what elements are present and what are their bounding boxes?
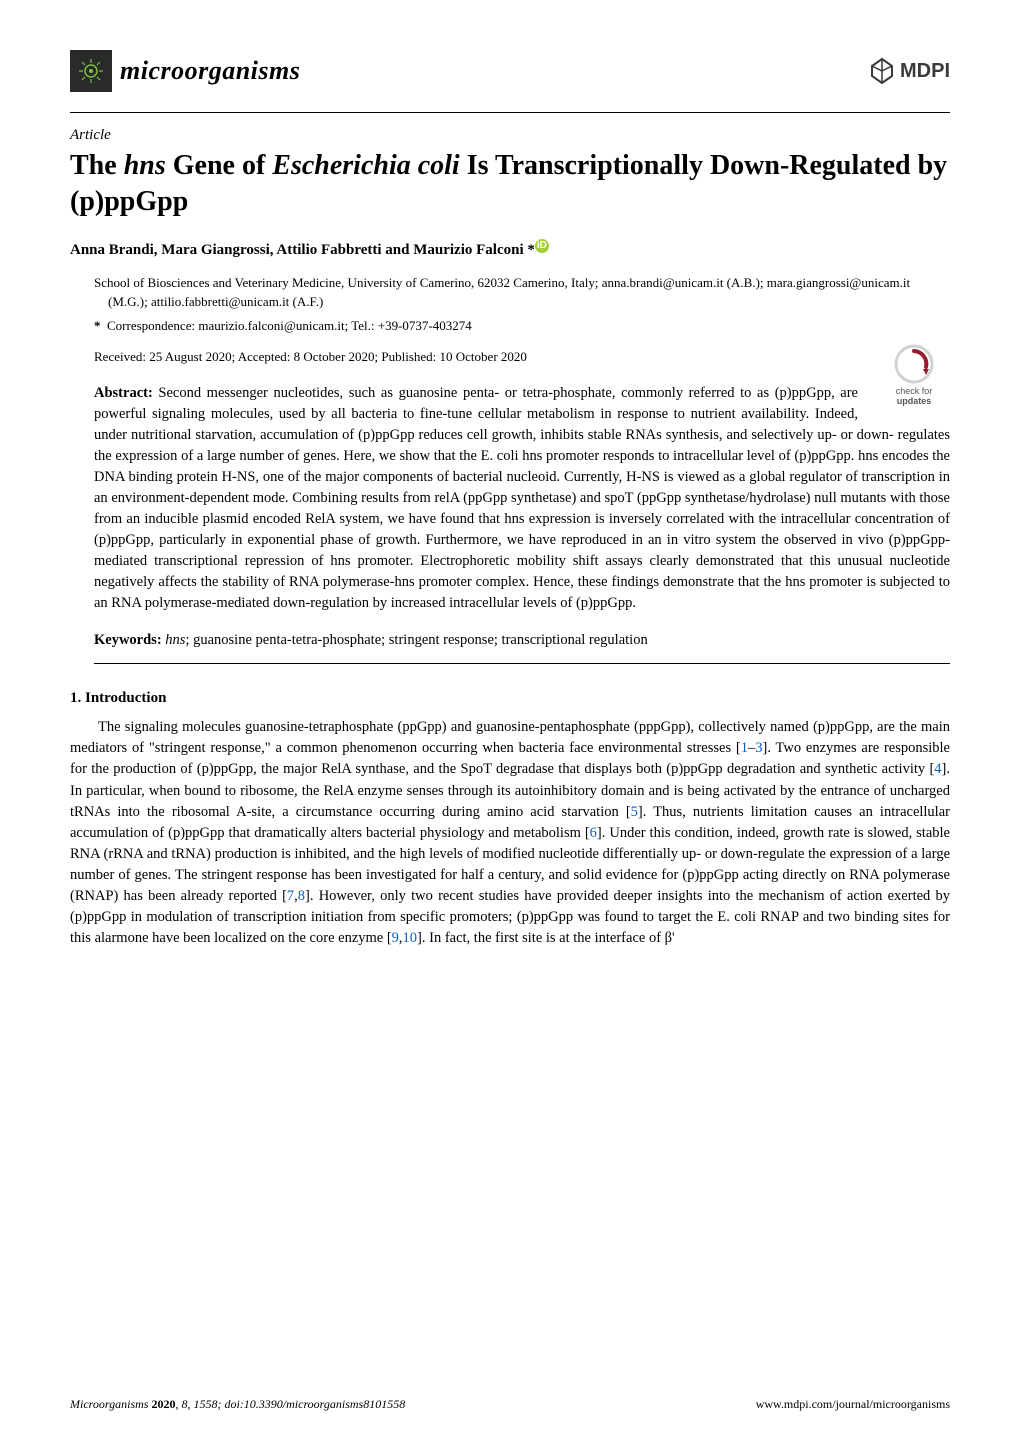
keywords: Keywords: hns; guanosine penta-tetra-pho… xyxy=(94,632,950,649)
ref-1[interactable]: 1 xyxy=(741,740,748,756)
affiliation: School of Biosciences and Veterinary Med… xyxy=(94,273,950,312)
page-footer: Microorganisms 2020, 8, 1558; doi:10.339… xyxy=(70,1397,950,1412)
orcid-icon[interactable]: iD xyxy=(535,239,549,253)
check-updates-text: check for updates xyxy=(878,387,950,407)
article-title: The hns Gene of Escherichia coli Is Tran… xyxy=(70,148,950,221)
abstract-text: Second messenger nucleotides, such as gu… xyxy=(94,385,950,611)
section-1-heading: 1. Introduction xyxy=(70,690,950,707)
header-divider xyxy=(70,112,950,113)
mdpi-icon xyxy=(868,57,896,85)
ref-9[interactable]: 9 xyxy=(392,930,399,946)
ref-3[interactable]: 3 xyxy=(755,740,762,756)
check-updates-icon xyxy=(893,343,935,385)
publisher-name: MDPI xyxy=(900,60,950,83)
journal-logo: microorganisms xyxy=(70,50,300,92)
ref-4[interactable]: 4 xyxy=(934,761,941,777)
keywords-text: hns; guanosine penta-tetra-phosphate; st… xyxy=(162,632,648,648)
abstract: Abstract: Second messenger nucleotides, … xyxy=(94,383,950,614)
article-dates: Received: 25 August 2020; Accepted: 8 Oc… xyxy=(94,349,950,365)
abstract-label: Abstract: xyxy=(94,385,153,401)
footer-left: Microorganisms 2020, 8, 1558; doi:10.339… xyxy=(70,1397,405,1412)
publisher-logo: MDPI xyxy=(868,57,950,85)
journal-icon xyxy=(70,50,112,92)
ref-5[interactable]: 5 xyxy=(631,804,638,820)
journal-name: microorganisms xyxy=(120,56,300,86)
check-for-updates-badge[interactable]: check for updates xyxy=(878,343,950,407)
introduction-paragraph: The signaling molecules guanosine-tetrap… xyxy=(70,717,950,948)
correspondence: * Correspondence: maurizio.falconi@unica… xyxy=(94,316,950,336)
authors-line: Anna Brandi, Mara Giangrossi, Attilio Fa… xyxy=(70,239,950,259)
keywords-label: Keywords: xyxy=(94,632,162,648)
ref-8[interactable]: 8 xyxy=(298,888,305,904)
keywords-divider xyxy=(94,663,950,664)
footer-right[interactable]: www.mdpi.com/journal/microorganisms xyxy=(756,1397,950,1412)
header-row: microorganisms MDPI xyxy=(70,50,950,92)
ref-10[interactable]: 10 xyxy=(403,930,418,946)
ref-6[interactable]: 6 xyxy=(590,825,597,841)
article-type: Article xyxy=(70,127,950,144)
